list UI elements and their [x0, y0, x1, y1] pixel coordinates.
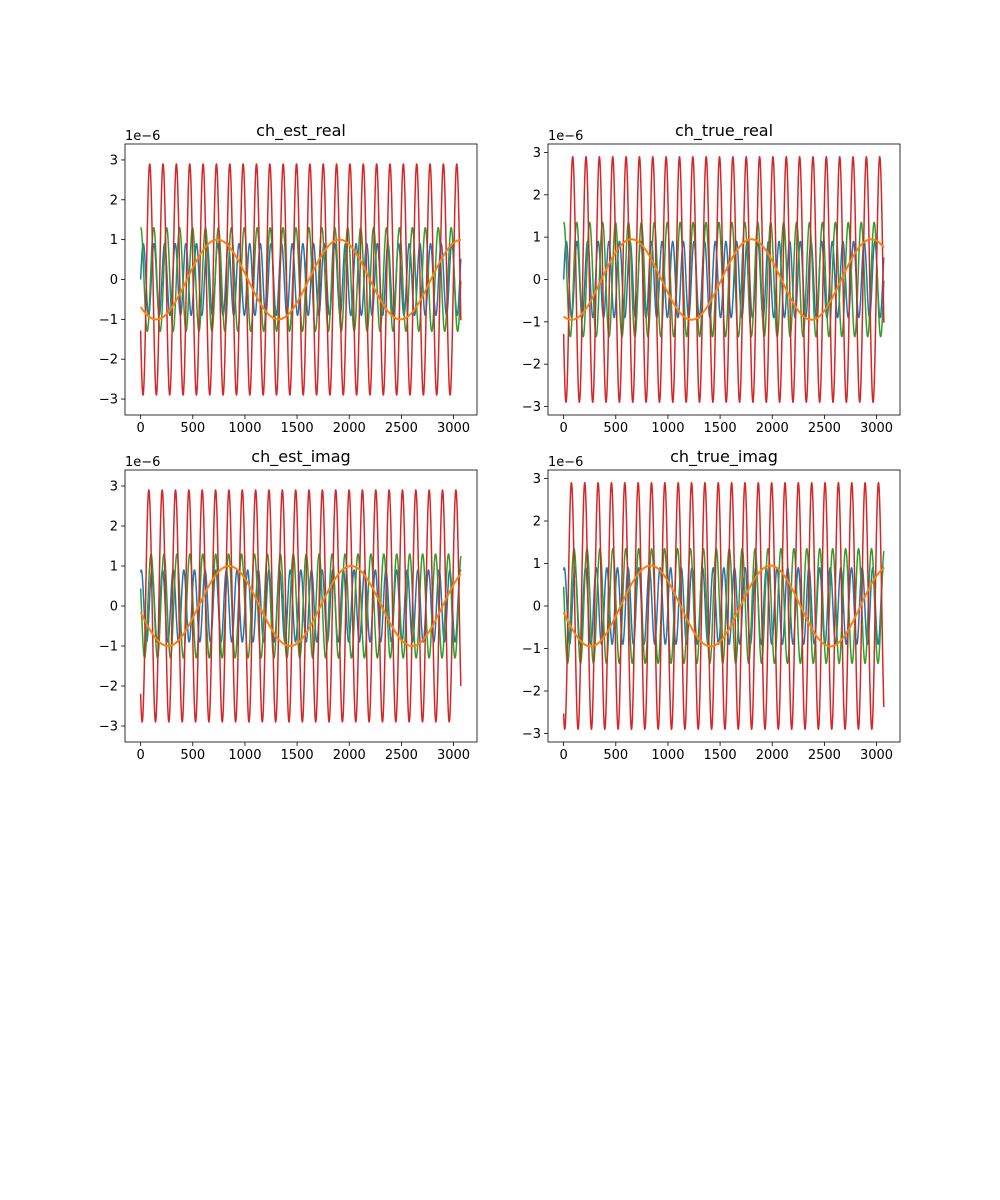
plot-area: 0 500 1000 1500 2000 2500 3000 −3 −2 −1 0 1 2 3	[522, 143, 901, 436]
y-tick-label: −3	[522, 400, 541, 415]
series-line-2	[562, 547, 885, 665]
offset-text: 1e−6	[548, 129, 583, 144]
subplot-ch-est-real: ch_est_real 1e−6 0 500 1000 1500 2000 2500 300…	[99, 121, 478, 436]
x-tick-label: 3000	[860, 748, 893, 763]
offset-text: 1e−6	[125, 129, 160, 144]
y-tick-label: −3	[99, 393, 118, 408]
series-group	[139, 489, 462, 723]
x-tick-label: 2000	[756, 421, 789, 436]
x-tick-label: 500	[603, 421, 628, 436]
series-line-3	[562, 156, 885, 403]
series-group	[139, 163, 462, 396]
series-line-3	[562, 482, 885, 730]
subplot-title: ch_est_imag	[251, 447, 350, 467]
series-group	[562, 482, 885, 730]
y-tick-label: 2	[533, 188, 541, 203]
y-tick-label: −2	[99, 680, 118, 695]
y-tick-label: −1	[522, 315, 541, 330]
x-tick-label: 1500	[704, 748, 737, 763]
series-line-3	[139, 163, 462, 396]
y-tick-label: 3	[533, 472, 541, 487]
plot-area: 0 500 1000 1500 2000 2500 3000 −3 −2 −1 0 1 2 3	[522, 469, 901, 763]
x-tick-label: 2000	[333, 421, 366, 436]
subplot-title: ch_true_imag	[670, 447, 778, 467]
series-line-4	[562, 238, 885, 321]
x-tick-label: 0	[137, 421, 145, 436]
series-line-4	[139, 238, 462, 321]
subplot-ch-est-imag: ch_est_imag 1e−6 0 500 1000 1500 2000 2500 300…	[99, 447, 478, 763]
series-line-2	[139, 553, 462, 659]
series-line-1	[139, 242, 462, 317]
x-tick-label: 3000	[437, 421, 470, 436]
x-tick-label: 2000	[756, 748, 789, 763]
y-tick-label: −3	[99, 720, 118, 735]
y-tick-label: −1	[522, 642, 541, 657]
x-tick-label: 1000	[651, 748, 684, 763]
x-tick-label: 500	[180, 748, 205, 763]
y-tick-label: 2	[533, 515, 541, 530]
y-tick-label: 1	[533, 231, 541, 246]
y-tick-label: −3	[522, 727, 541, 742]
subplot-ch-true-real: ch_true_real 1e−6 0 500 1000 1500 2000 2500 30…	[522, 121, 901, 436]
x-tick-label: 500	[603, 748, 628, 763]
y-tick-label: 0	[110, 273, 118, 288]
y-tick-label: −2	[99, 353, 118, 368]
y-tick-label: −2	[522, 358, 541, 373]
x-tick-label: 1500	[704, 421, 737, 436]
y-tick-label: 2	[110, 520, 118, 535]
x-tick-label: 2500	[808, 748, 841, 763]
subplot-title: ch_est_real	[256, 121, 346, 141]
series-line-4	[562, 564, 885, 648]
x-tick-label: 2500	[385, 421, 418, 436]
x-tick-label: 2500	[385, 748, 418, 763]
y-tick-label: 0	[110, 600, 118, 615]
series-group	[562, 156, 885, 403]
x-tick-label: 1500	[281, 421, 314, 436]
y-tick-label: 1	[110, 560, 118, 575]
subplot-ch-true-imag: ch_true_imag 1e−6 0 500 1000 1500 2000 2500 30…	[522, 447, 901, 763]
x-tick-label: 3000	[860, 421, 893, 436]
plot-area: 0 500 1000 1500 2000 2500 3000 −3 −2 −1 0 1 2 3	[99, 469, 478, 763]
y-tick-label: −1	[99, 313, 118, 328]
y-tick-label: 3	[110, 153, 118, 168]
series-line-4	[139, 565, 462, 647]
offset-text: 1e−6	[125, 455, 160, 470]
y-tick-label: 3	[110, 480, 118, 495]
y-tick-label: 0	[533, 600, 541, 615]
x-tick-label: 1500	[281, 748, 314, 763]
series-line-3	[139, 489, 462, 723]
x-tick-label: 1000	[228, 421, 261, 436]
x-tick-label: 0	[560, 421, 568, 436]
y-tick-label: 1	[110, 233, 118, 248]
x-tick-label: 2000	[333, 748, 366, 763]
y-tick-label: 0	[533, 273, 541, 288]
y-tick-label: −2	[522, 685, 541, 700]
series-line-1	[562, 240, 885, 319]
y-tick-label: −1	[99, 640, 118, 655]
y-tick-label: 3	[533, 146, 541, 161]
offset-text: 1e−6	[548, 455, 583, 470]
y-tick-label: 1	[533, 557, 541, 572]
x-tick-label: 0	[560, 748, 568, 763]
x-tick-label: 3000	[437, 748, 470, 763]
x-tick-label: 1000	[228, 748, 261, 763]
x-tick-label: 1000	[651, 421, 684, 436]
x-tick-label: 0	[137, 748, 145, 763]
subplot-title: ch_true_real	[675, 121, 773, 141]
x-tick-label: 500	[180, 421, 205, 436]
y-tick-label: 2	[110, 193, 118, 208]
x-tick-label: 2500	[808, 421, 841, 436]
plot-area: 0 500 1000 1500 2000 2500 3000 −3 −2 −1 0 1 2 3	[99, 143, 478, 436]
